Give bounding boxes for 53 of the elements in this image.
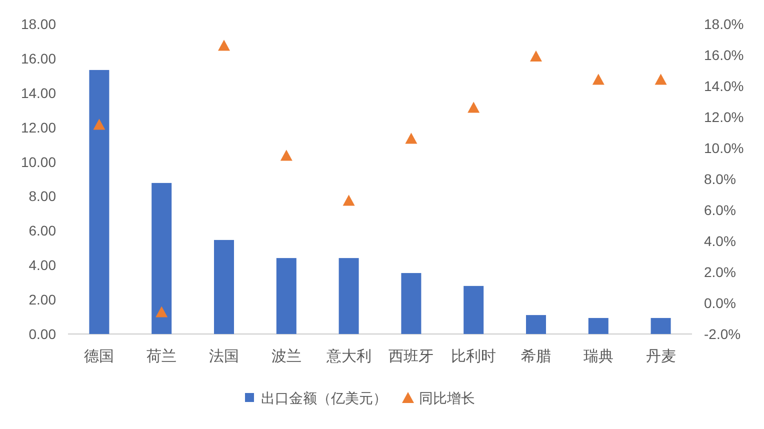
y-tick-label: 2.00: [28, 292, 56, 308]
point: [342, 194, 355, 206]
point: [280, 150, 292, 161]
point: [156, 306, 168, 318]
point: [93, 118, 106, 130]
y2-tick-label: 12.0%: [704, 109, 744, 125]
point: [654, 74, 667, 85]
y2-tick-label: 4.0%: [704, 233, 736, 249]
x-tick-label: 瑞典: [583, 348, 614, 365]
y-tick-label: 12.00: [20, 119, 56, 136]
bar: [401, 273, 422, 334]
bar: [338, 258, 359, 334]
y2-tick-label: -2.0%: [704, 326, 741, 342]
bar: [526, 315, 546, 334]
point: [530, 50, 542, 62]
bar: [152, 182, 172, 334]
bar: [650, 318, 671, 334]
y-tick-label: 10.00: [20, 154, 56, 170]
point: [218, 40, 230, 51]
x-tick-label: 法国: [209, 348, 239, 365]
legend-label: 出口金额（亿美元）: [261, 390, 387, 406]
bar: [214, 240, 234, 334]
y-tick-label: 18.00: [20, 16, 56, 32]
x-tick-label: 波兰: [271, 348, 302, 365]
x-tick-label: 荷兰: [146, 348, 177, 365]
bar: [464, 286, 484, 334]
bar: [588, 318, 608, 334]
bar: [89, 70, 110, 334]
x-tick-label: 丹麦: [646, 348, 676, 365]
y-tick-label: 8.00: [28, 188, 56, 204]
bar: [276, 258, 296, 334]
x-tick-label: 德国: [84, 348, 114, 365]
y-tick-label: 0.00: [28, 326, 56, 342]
y-tick-label: 4.00: [28, 257, 56, 274]
y2-tick-label: 8.0%: [704, 171, 736, 187]
y2-tick-label: 16.0%: [704, 47, 744, 63]
y2-tick-label: 14.0%: [704, 78, 744, 94]
x-tick-label: 西班牙: [388, 348, 434, 365]
y-tick-label: 6.00: [28, 222, 56, 239]
y2-tick-label: 6.0%: [704, 202, 736, 218]
x-tick-label: 希腊: [521, 348, 551, 365]
y2-tick-label: 2.0%: [704, 264, 736, 280]
y2-tick-label: 0.0%: [704, 295, 736, 311]
x-tick-label: 比利时: [451, 348, 496, 365]
y-tick-label: 16.00: [20, 50, 56, 66]
point: [405, 132, 418, 144]
y-tick-label: 14.00: [20, 84, 56, 101]
y2-tick-label: 18.0%: [704, 16, 744, 32]
legend-label: 同比增长: [419, 390, 475, 406]
point: [468, 102, 480, 113]
x-tick-label: 意大利: [325, 348, 372, 365]
point: [592, 74, 604, 85]
y2-tick-label: 10.0%: [704, 140, 744, 156]
